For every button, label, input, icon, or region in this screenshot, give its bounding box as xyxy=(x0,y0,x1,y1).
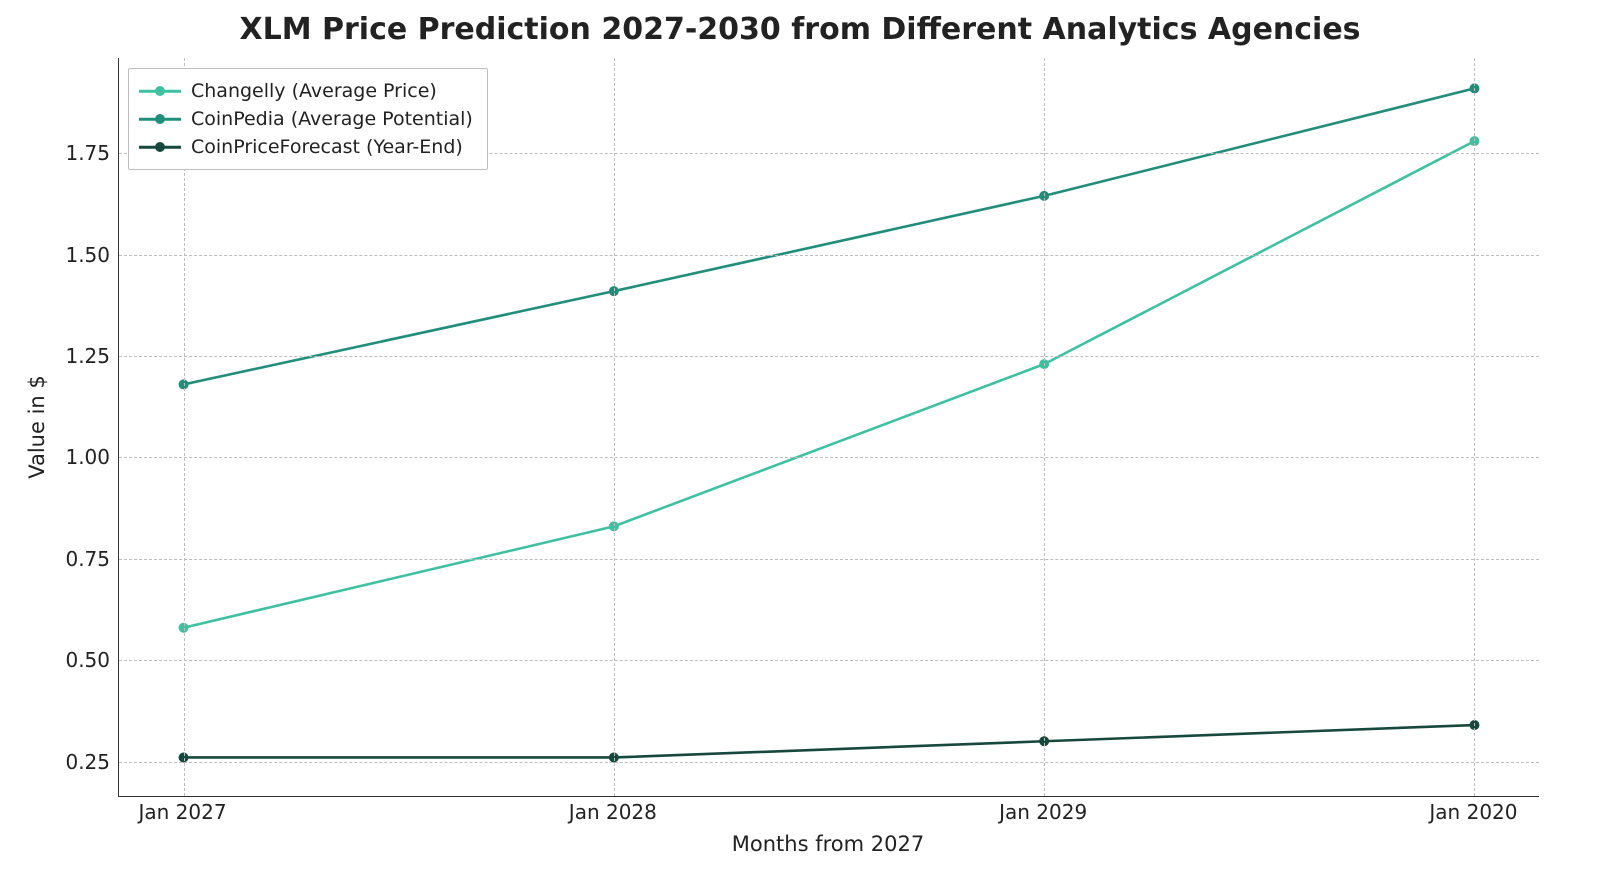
legend-dot-icon xyxy=(155,142,165,152)
legend-swatch xyxy=(139,137,181,157)
y-tick-label: 0.25 xyxy=(30,750,110,774)
legend-dot-icon xyxy=(155,86,165,96)
y-tick-label: 1.00 xyxy=(30,445,110,469)
grid-line-horizontal xyxy=(119,356,1539,357)
series-line xyxy=(184,141,1475,628)
x-tick-label: Jan 2028 xyxy=(569,800,657,824)
y-tick-label: 1.50 xyxy=(30,243,110,267)
grid-line-horizontal xyxy=(119,762,1539,763)
x-tick-label: Jan 2020 xyxy=(1429,800,1517,824)
legend-item: CoinPedia (Average Potential) xyxy=(139,105,473,133)
x-axis-label: Months from 2027 xyxy=(118,832,1538,856)
legend-swatch xyxy=(139,81,181,101)
y-axis-label-wrap: Value in $ xyxy=(22,58,52,796)
x-tick-label: Jan 2027 xyxy=(138,800,226,824)
x-tick-label: Jan 2029 xyxy=(999,800,1087,824)
grid-line-vertical xyxy=(614,58,615,796)
legend-label: Changelly (Average Price) xyxy=(191,80,437,102)
y-tick-label: 1.75 xyxy=(30,141,110,165)
legend-item: CoinPriceForecast (Year-End) xyxy=(139,133,473,161)
legend-label: CoinPriceForecast (Year-End) xyxy=(191,136,463,158)
chart-title: XLM Price Prediction 2027-2030 from Diff… xyxy=(0,12,1600,47)
grid-line-horizontal xyxy=(119,457,1539,458)
legend-label: CoinPedia (Average Potential) xyxy=(191,108,473,130)
chart-container: XLM Price Prediction 2027-2030 from Diff… xyxy=(0,0,1600,869)
grid-line-horizontal xyxy=(119,255,1539,256)
y-tick-label: 1.25 xyxy=(30,344,110,368)
grid-line-horizontal xyxy=(119,559,1539,560)
grid-line-vertical xyxy=(1044,58,1045,796)
grid-line-horizontal xyxy=(119,660,1539,661)
legend-swatch xyxy=(139,109,181,129)
series-line xyxy=(184,725,1475,757)
legend-item: Changelly (Average Price) xyxy=(139,77,473,105)
grid-line-vertical xyxy=(1474,58,1475,796)
y-tick-label: 0.75 xyxy=(30,547,110,571)
legend-dot-icon xyxy=(155,114,165,124)
legend: Changelly (Average Price) CoinPedia (Aver… xyxy=(128,68,488,170)
y-tick-label: 0.50 xyxy=(30,648,110,672)
